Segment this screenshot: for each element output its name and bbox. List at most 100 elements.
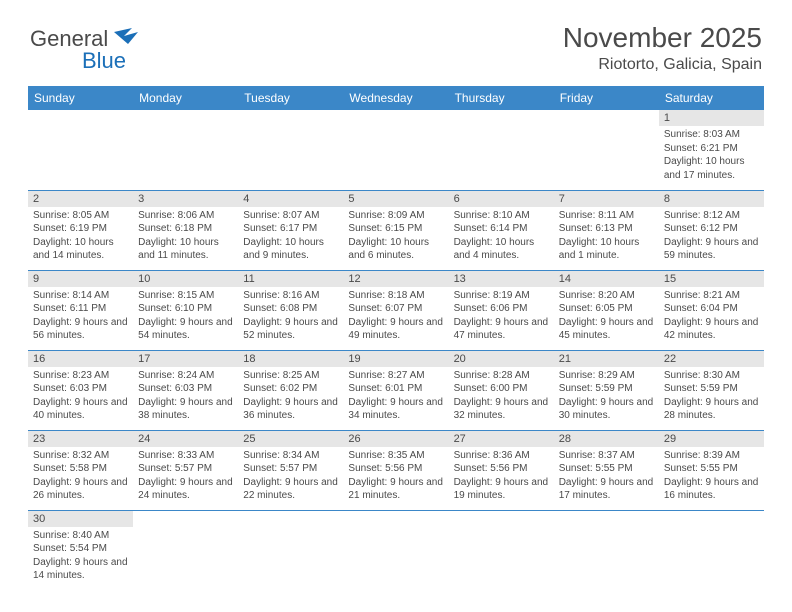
day-number: 2 bbox=[28, 191, 133, 207]
day-details: Sunrise: 8:21 AMSunset: 6:04 PMDaylight:… bbox=[659, 287, 764, 347]
day-number: 11 bbox=[238, 271, 343, 287]
day-cell: 14Sunrise: 8:20 AMSunset: 6:05 PMDayligh… bbox=[554, 270, 659, 350]
daylight: Daylight: 10 hours and 14 minutes. bbox=[33, 236, 128, 263]
sunrise: Sunrise: 8:29 AM bbox=[559, 369, 654, 383]
day-details: Sunrise: 8:10 AMSunset: 6:14 PMDaylight:… bbox=[449, 207, 554, 267]
day-cell bbox=[238, 110, 343, 190]
day-number-empty bbox=[133, 110, 238, 126]
sunset: Sunset: 6:10 PM bbox=[138, 302, 233, 316]
sunrise: Sunrise: 8:40 AM bbox=[33, 529, 128, 543]
sunset: Sunset: 6:06 PM bbox=[454, 302, 549, 316]
sunrise: Sunrise: 8:36 AM bbox=[454, 449, 549, 463]
day-details: Sunrise: 8:37 AMSunset: 5:55 PMDaylight:… bbox=[554, 447, 659, 507]
day-number-empty bbox=[28, 110, 133, 126]
day-cell: 25Sunrise: 8:34 AMSunset: 5:57 PMDayligh… bbox=[238, 430, 343, 510]
day-cell: 12Sunrise: 8:18 AMSunset: 6:07 PMDayligh… bbox=[343, 270, 448, 350]
day-cell: 9Sunrise: 8:14 AMSunset: 6:11 PMDaylight… bbox=[28, 270, 133, 350]
day-details: Sunrise: 8:05 AMSunset: 6:19 PMDaylight:… bbox=[28, 207, 133, 267]
daylight: Daylight: 10 hours and 17 minutes. bbox=[664, 155, 759, 182]
day-cell bbox=[449, 110, 554, 190]
day-details: Sunrise: 8:15 AMSunset: 6:10 PMDaylight:… bbox=[133, 287, 238, 347]
daylight: Daylight: 9 hours and 32 minutes. bbox=[454, 396, 549, 423]
sunset: Sunset: 6:03 PM bbox=[138, 382, 233, 396]
daylight: Daylight: 10 hours and 11 minutes. bbox=[138, 236, 233, 263]
day-cell bbox=[28, 110, 133, 190]
day-cell: 26Sunrise: 8:35 AMSunset: 5:56 PMDayligh… bbox=[343, 430, 448, 510]
day-number: 3 bbox=[133, 191, 238, 207]
day-details: Sunrise: 8:06 AMSunset: 6:18 PMDaylight:… bbox=[133, 207, 238, 267]
sunrise: Sunrise: 8:37 AM bbox=[559, 449, 654, 463]
day-cell: 13Sunrise: 8:19 AMSunset: 6:06 PMDayligh… bbox=[449, 270, 554, 350]
week-row: 1Sunrise: 8:03 AMSunset: 6:21 PMDaylight… bbox=[28, 110, 764, 190]
day-number: 10 bbox=[133, 271, 238, 287]
day-details: Sunrise: 8:35 AMSunset: 5:56 PMDaylight:… bbox=[343, 447, 448, 507]
day-cell: 28Sunrise: 8:37 AMSunset: 5:55 PMDayligh… bbox=[554, 430, 659, 510]
day-number: 30 bbox=[28, 511, 133, 527]
sunset: Sunset: 5:59 PM bbox=[559, 382, 654, 396]
calendar-table: SundayMondayTuesdayWednesdayThursdayFrid… bbox=[28, 86, 764, 590]
sunrise: Sunrise: 8:28 AM bbox=[454, 369, 549, 383]
sunrise: Sunrise: 8:03 AM bbox=[664, 128, 759, 142]
sunrise: Sunrise: 8:14 AM bbox=[33, 289, 128, 303]
day-cell bbox=[238, 510, 343, 590]
month-title: November 2025 bbox=[563, 22, 762, 54]
day-details: Sunrise: 8:09 AMSunset: 6:15 PMDaylight:… bbox=[343, 207, 448, 267]
sunset: Sunset: 5:56 PM bbox=[454, 462, 549, 476]
sunset: Sunset: 6:17 PM bbox=[243, 222, 338, 236]
sunset: Sunset: 6:12 PM bbox=[664, 222, 759, 236]
day-cell: 21 Sunrise: 8:29 AMSunset: 5:59 PMDayligh… bbox=[554, 350, 659, 430]
daylight: Daylight: 9 hours and 30 minutes. bbox=[559, 396, 654, 423]
daylight: Daylight: 9 hours and 54 minutes. bbox=[138, 316, 233, 343]
sunrise: Sunrise: 8:33 AM bbox=[138, 449, 233, 463]
sunset: Sunset: 6:19 PM bbox=[33, 222, 128, 236]
day-details: Sunrise: 8:32 AMSunset: 5:58 PMDaylight:… bbox=[28, 447, 133, 507]
week-row: 2Sunrise: 8:05 AMSunset: 6:19 PMDaylight… bbox=[28, 190, 764, 270]
sunrise: Sunrise: 8:06 AM bbox=[138, 209, 233, 223]
day-number: 1 bbox=[659, 110, 764, 126]
day-details: Sunrise: 8:23 AMSunset: 6:03 PMDaylight:… bbox=[28, 367, 133, 427]
sunrise: Sunrise: 8:15 AM bbox=[138, 289, 233, 303]
day-header: Thursday bbox=[449, 86, 554, 110]
day-number-empty bbox=[238, 110, 343, 126]
day-cell: 20Sunrise: 8:28 AMSunset: 6:00 PMDayligh… bbox=[449, 350, 554, 430]
daylight: Daylight: 10 hours and 1 minute. bbox=[559, 236, 654, 263]
day-header: Sunday bbox=[28, 86, 133, 110]
sunset: Sunset: 6:07 PM bbox=[348, 302, 443, 316]
day-details: Sunrise: 8:03 AMSunset: 6:21 PMDaylight:… bbox=[659, 126, 764, 186]
day-number: 17 bbox=[133, 351, 238, 367]
day-number: 18 bbox=[238, 351, 343, 367]
sunset: Sunset: 5:58 PM bbox=[33, 462, 128, 476]
day-header: Wednesday bbox=[343, 86, 448, 110]
daylight: Daylight: 9 hours and 38 minutes. bbox=[138, 396, 233, 423]
logo-blue-wrap: Blue bbox=[30, 48, 126, 74]
day-cell: 29Sunrise: 8:39 AMSunset: 5:55 PMDayligh… bbox=[659, 430, 764, 510]
sunrise: Sunrise: 8:10 AM bbox=[454, 209, 549, 223]
sunset: Sunset: 5:55 PM bbox=[664, 462, 759, 476]
day-cell bbox=[343, 510, 448, 590]
daylight: Daylight: 10 hours and 6 minutes. bbox=[348, 236, 443, 263]
day-number: 21 bbox=[554, 351, 659, 367]
sunset: Sunset: 6:14 PM bbox=[454, 222, 549, 236]
day-header: Tuesday bbox=[238, 86, 343, 110]
day-details: Sunrise: 8:24 AMSunset: 6:03 PMDaylight:… bbox=[133, 367, 238, 427]
week-row: 30Sunrise: 8:40 AMSunset: 5:54 PMDayligh… bbox=[28, 510, 764, 590]
sunset: Sunset: 6:00 PM bbox=[454, 382, 549, 396]
daylight: Daylight: 9 hours and 52 minutes. bbox=[243, 316, 338, 343]
sunrise: Sunrise: 8:19 AM bbox=[454, 289, 549, 303]
day-number: 8 bbox=[659, 191, 764, 207]
daylight: Daylight: 9 hours and 45 minutes. bbox=[559, 316, 654, 343]
day-cell: 17Sunrise: 8:24 AMSunset: 6:03 PMDayligh… bbox=[133, 350, 238, 430]
day-details: Sunrise: 8:12 AMSunset: 6:12 PMDaylight:… bbox=[659, 207, 764, 267]
sunset: Sunset: 5:54 PM bbox=[33, 542, 128, 556]
day-number: 7 bbox=[554, 191, 659, 207]
day-header: Saturday bbox=[659, 86, 764, 110]
day-header: Monday bbox=[133, 86, 238, 110]
day-number: 29 bbox=[659, 431, 764, 447]
sunrise: Sunrise: 8:09 AM bbox=[348, 209, 443, 223]
day-details: Sunrise: 8:36 AMSunset: 5:56 PMDaylight:… bbox=[449, 447, 554, 507]
day-number: 9 bbox=[28, 271, 133, 287]
day-cell: 7Sunrise: 8:11 AMSunset: 6:13 PMDaylight… bbox=[554, 190, 659, 270]
day-details: Sunrise: 8:19 AMSunset: 6:06 PMDaylight:… bbox=[449, 287, 554, 347]
day-number-empty bbox=[343, 110, 448, 126]
location: Riotorto, Galicia, Spain bbox=[563, 56, 762, 74]
